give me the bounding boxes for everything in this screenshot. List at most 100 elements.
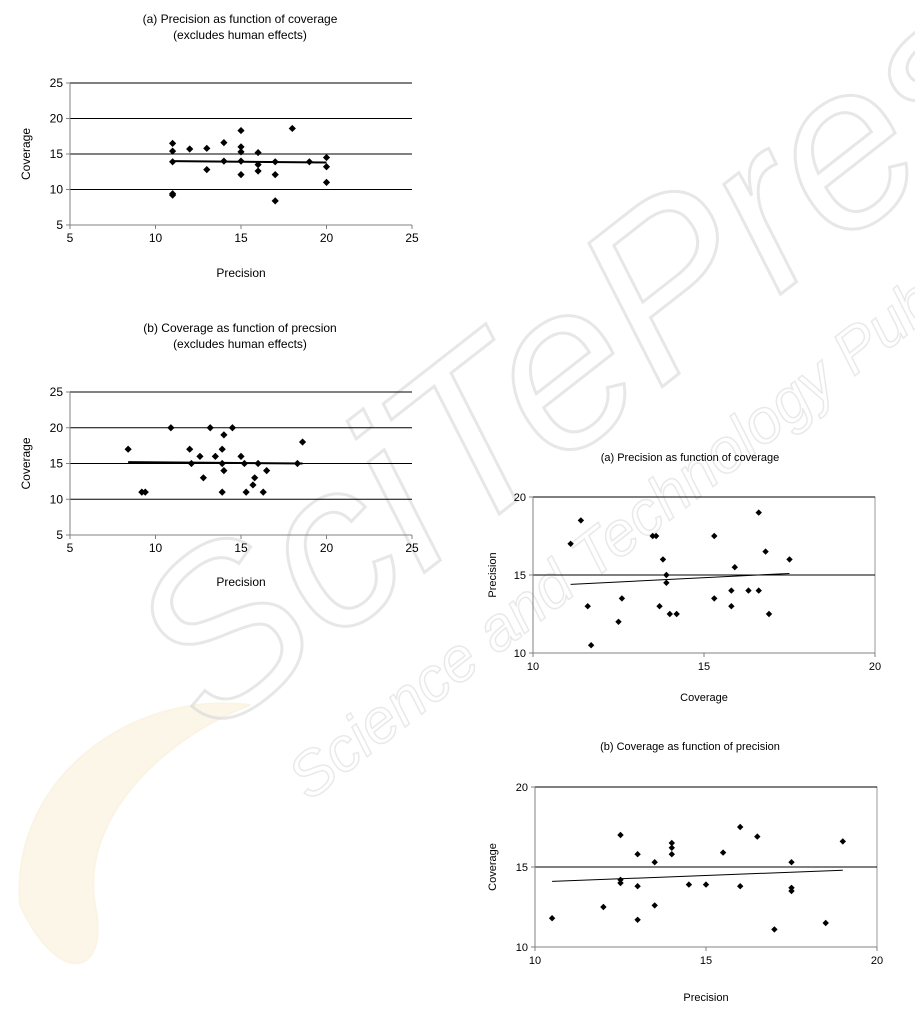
data-point (196, 452, 204, 460)
data-point (169, 139, 177, 147)
x-axis-title: Precision (216, 266, 265, 280)
data-point (651, 902, 658, 909)
chart-2-subtitle: (excludes human effects) (173, 337, 307, 351)
y-tick-label: 10 (50, 492, 64, 506)
data-point (786, 556, 793, 563)
data-point (737, 883, 744, 890)
y-axis-title: Precision (487, 552, 499, 597)
data-point (615, 618, 622, 625)
y-tick-label: 25 (50, 76, 64, 90)
y-tick-label: 15 (514, 570, 526, 582)
x-tick-label: 10 (529, 955, 541, 967)
data-point (169, 191, 177, 199)
y-tick-label: 10 (514, 648, 526, 660)
data-point (220, 467, 228, 475)
data-point (685, 881, 693, 888)
data-point (254, 161, 262, 169)
data-point (765, 610, 773, 618)
data-point (731, 564, 738, 571)
data-point (298, 438, 307, 446)
data-point (271, 170, 279, 179)
y-tick-label: 25 (50, 385, 64, 399)
data-point (242, 488, 250, 496)
data-point (728, 603, 735, 610)
data-point (617, 831, 624, 839)
data-point (737, 823, 744, 831)
data-point (719, 849, 727, 856)
data-point (218, 459, 226, 468)
data-point (668, 839, 675, 847)
data-point (169, 147, 177, 155)
y-axis-title: Coverage (19, 437, 33, 489)
data-point (663, 571, 670, 579)
chart-3-title-block: (a) Precision as function of coverage (490, 450, 890, 466)
x-tick-label: 5 (67, 231, 74, 245)
chart-2-title: (b) Coverage as function of precsion (143, 321, 337, 335)
x-tick-label: 20 (320, 231, 334, 245)
data-point (659, 556, 667, 563)
data-point (169, 158, 177, 166)
data-point (322, 178, 331, 186)
data-point (218, 488, 226, 496)
y-tick-label: 20 (50, 421, 64, 435)
data-point (755, 509, 762, 516)
data-point (288, 124, 296, 133)
data-point (237, 148, 245, 156)
watermark-swoosh (18, 702, 251, 965)
x-axis-title: Precision (683, 992, 728, 1004)
data-point (186, 145, 194, 153)
data-point (271, 197, 279, 205)
data-point (584, 603, 591, 610)
data-point (220, 139, 228, 147)
data-point (754, 833, 761, 840)
chart-2-title-block: (b) Coverage as function of precsion (ex… (40, 320, 440, 352)
data-point (251, 474, 259, 482)
chart-4-title: (b) Coverage as function of precision (600, 741, 780, 753)
x-tick-label: 20 (869, 661, 881, 673)
data-point (668, 844, 675, 851)
data-point (548, 915, 556, 922)
data-point (237, 126, 245, 135)
x-tick-label: 25 (405, 541, 419, 555)
y-tick-label: 15 (50, 147, 64, 161)
x-tick-label: 15 (700, 955, 712, 967)
trendline (570, 572, 790, 585)
data-point (237, 143, 245, 151)
y-axis-title: Coverage (19, 128, 33, 180)
data-point (702, 881, 710, 888)
data-point (577, 517, 585, 524)
data-point (254, 148, 262, 157)
data-point (322, 163, 331, 171)
x-tick-label: 10 (149, 231, 163, 245)
data-point (263, 467, 271, 475)
data-point (218, 445, 226, 453)
data-point (124, 445, 132, 453)
x-tick-label: 10 (149, 541, 163, 555)
data-point (187, 459, 196, 468)
data-point (249, 481, 257, 489)
data-point (211, 452, 219, 460)
x-tick-label: 20 (871, 955, 883, 967)
data-point (220, 431, 228, 439)
y-tick-label: 15 (50, 457, 64, 471)
y-tick-label: 5 (56, 218, 63, 232)
data-point (771, 926, 778, 933)
data-point (203, 166, 211, 174)
data-point (839, 838, 846, 845)
y-axis-title: Coverage (487, 843, 499, 891)
trendline (172, 160, 327, 164)
chart-1-subtitle: (excludes human effects) (173, 28, 307, 42)
chart-1-title: (a) Precision as function of coverage (142, 12, 338, 26)
data-point (822, 919, 829, 927)
data-point (668, 851, 675, 858)
data-point (728, 587, 735, 594)
data-point (254, 167, 262, 175)
x-tick-label: 20 (320, 541, 334, 555)
trendline (128, 461, 303, 465)
data-point (673, 610, 680, 618)
data-point (634, 883, 641, 890)
data-point (228, 424, 237, 432)
